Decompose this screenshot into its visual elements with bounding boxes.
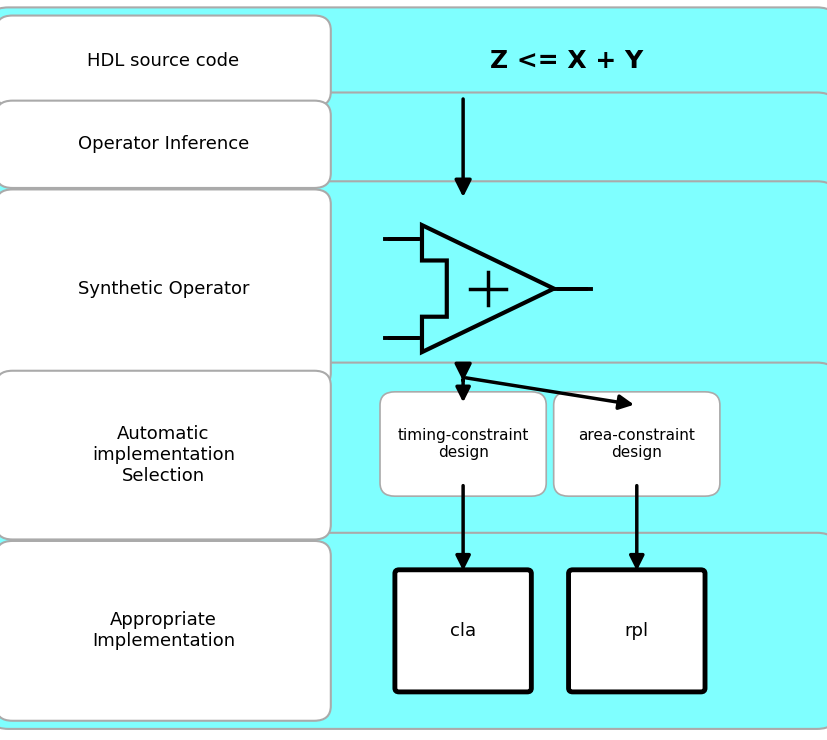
Text: Z <= X + Y: Z <= X + Y [490,49,643,73]
FancyBboxPatch shape [0,541,331,721]
Text: Automatic
implementation
Selection: Automatic implementation Selection [92,425,235,485]
FancyBboxPatch shape [0,16,331,107]
Text: area-constraint
design: area-constraint design [578,428,696,460]
Text: HDL source code: HDL source code [88,52,239,70]
FancyBboxPatch shape [0,92,827,196]
FancyBboxPatch shape [0,101,331,188]
Text: Operator Inference: Operator Inference [78,135,249,153]
Text: Synthetic Operator: Synthetic Operator [78,280,249,297]
Text: Appropriate
Implementation: Appropriate Implementation [92,611,235,650]
FancyBboxPatch shape [380,392,546,496]
FancyBboxPatch shape [569,570,705,692]
Text: cla: cla [450,622,476,640]
Text: rpl: rpl [624,622,649,640]
FancyBboxPatch shape [0,533,827,729]
FancyBboxPatch shape [0,371,331,539]
FancyBboxPatch shape [395,570,532,692]
FancyBboxPatch shape [0,7,827,115]
FancyBboxPatch shape [0,363,827,548]
FancyBboxPatch shape [0,181,827,396]
Text: timing-constraint
design: timing-constraint design [398,428,528,460]
FancyBboxPatch shape [554,392,719,496]
FancyBboxPatch shape [0,189,331,388]
